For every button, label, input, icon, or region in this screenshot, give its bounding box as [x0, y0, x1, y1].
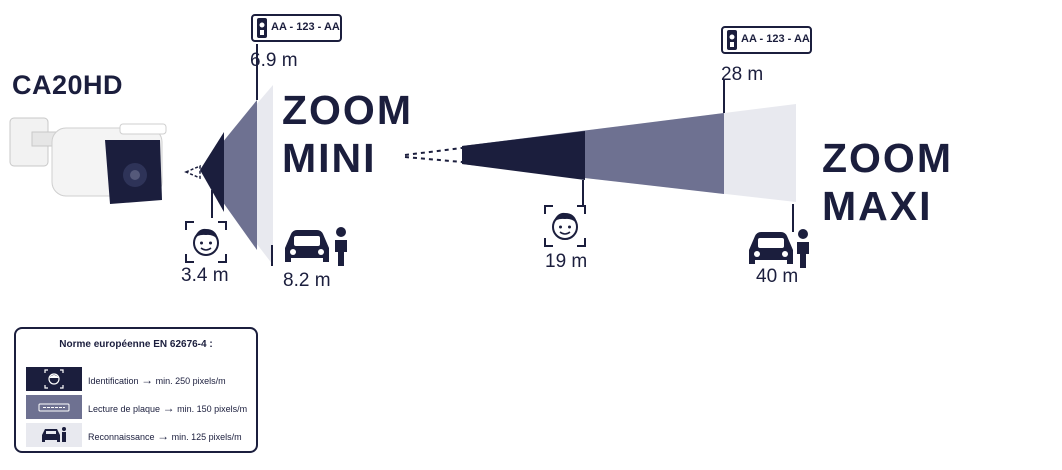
model-name: CA20HD — [12, 70, 124, 100]
face-icon — [185, 221, 227, 263]
maxi-plate-zone — [462, 113, 724, 194]
face-icon — [544, 205, 586, 247]
legend-text: Identification → min. 250 pixels/m — [88, 373, 226, 387]
license-plate-icon — [38, 403, 70, 412]
maxi-identification-zone — [462, 131, 585, 180]
distance-maxi-recog: 40 m — [756, 266, 799, 287]
plate-text: AA - 123 - AA — [741, 33, 810, 45]
face-icon — [44, 369, 64, 389]
mini-identification-zone — [200, 132, 224, 212]
zoom-mini-line2: MINI — [282, 135, 377, 181]
legend-text: Lecture de plaque → min. 150 pixels/m — [88, 401, 247, 415]
legend-row-recognition: Reconnaissance → min. 125 pixels/m — [26, 423, 252, 447]
legend-swatch-plate — [26, 395, 82, 419]
arrow-right-icon: → — [157, 429, 170, 443]
legend-label: Identification — [88, 376, 139, 386]
distance-mini-recog: 8.2 m — [283, 270, 331, 291]
legend-value: min. 250 pixels/m — [155, 376, 226, 386]
legend-label: Lecture de plaque — [88, 404, 161, 414]
arrow-right-icon: → — [162, 401, 175, 415]
car-person-icon — [749, 229, 809, 268]
legend-value: min. 125 pixels/m — [171, 432, 242, 442]
license-plate-icon: AA - 123 - AA — [721, 26, 812, 54]
legend-box: Norme européenne EN 62676-4 : Identifica… — [14, 327, 258, 453]
legend-swatch-recognition — [26, 423, 82, 447]
zoom-maxi-cone — [404, 80, 796, 232]
plate-badge-icon — [257, 18, 267, 38]
plate-badge-icon — [727, 30, 737, 50]
mini-plate-zone — [200, 100, 257, 250]
license-plate-icon: AA - 123 - AA — [251, 14, 342, 42]
distance-mini-face: 3.4 m — [181, 265, 229, 286]
car-person-icon — [285, 227, 347, 266]
distance-maxi-face: 19 m — [545, 251, 588, 272]
arrow-right-icon: → — [141, 373, 154, 387]
car-person-icon — [42, 427, 66, 442]
legend-row-identification: Identification → min. 250 pixels/m — [26, 367, 252, 391]
legend-text: Reconnaissance → min. 125 pixels/m — [88, 429, 242, 443]
distance-mini-plate: 6.9 m — [250, 50, 298, 71]
zoom-mini-title: ZOOM MINI — [282, 86, 413, 182]
distance-maxi-plate: 28 m — [721, 64, 764, 85]
zoom-mini-line1: ZOOM — [282, 87, 413, 133]
legend-label: Reconnaissance — [88, 432, 155, 442]
legend-row-plate: Lecture de plaque → min. 150 pixels/m — [26, 395, 252, 419]
legend-swatch-identification — [26, 367, 82, 391]
zoom-mini-cone — [184, 44, 273, 266]
plate-text: AA - 123 - AA — [271, 21, 340, 33]
zoom-maxi-title: ZOOM MAXI — [822, 135, 953, 229]
legend-title: Norme européenne EN 62676-4 : — [59, 339, 213, 350]
camera-icon — [9, 117, 167, 204]
legend-value: min. 150 pixels/m — [177, 404, 248, 414]
